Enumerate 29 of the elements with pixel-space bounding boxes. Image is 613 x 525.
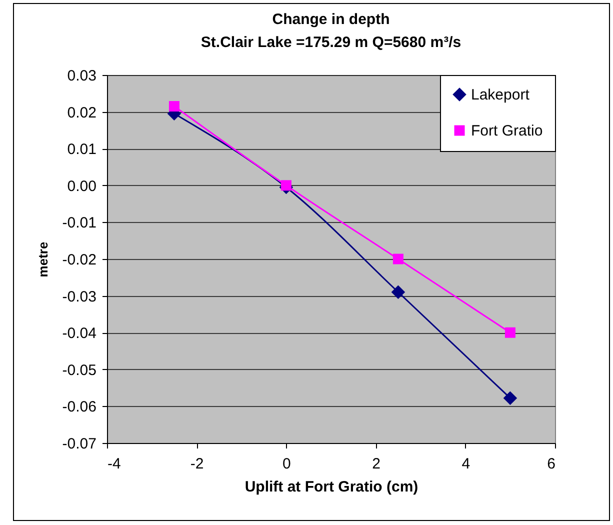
x-tick-label: 2: [372, 456, 380, 472]
x-tick-label: -4: [108, 456, 121, 472]
legend-label: Fort Gratio: [471, 122, 543, 140]
x-tick-label: 4: [462, 456, 470, 472]
y-tick-label: -0.05: [62, 362, 96, 379]
chart-subtitle: St.Clair Lake =175.29 m Q=5680 m³/s: [200, 34, 462, 51]
point: [391, 285, 406, 300]
y-tick-label: -0.02: [62, 252, 96, 268]
x-tick-label: 0: [282, 456, 291, 472]
y-tick-label: 0.02: [67, 104, 96, 122]
y-tick-label: -0.07: [62, 436, 96, 452]
x-axis-title: Uplift at Fort Gratio (cm): [244, 478, 418, 496]
chart-title: Change in depth: [272, 11, 390, 28]
x-tick-label: 6: [547, 456, 556, 472]
point: [503, 391, 518, 405]
point: [504, 327, 516, 338]
y-axis-title: metre: [35, 242, 50, 278]
y-tick-label: 0.00: [67, 178, 96, 195]
legend-label: Lakeport: [471, 86, 530, 104]
y-tick-label: -0.04: [62, 325, 96, 342]
y-tick-label: -0.03: [62, 288, 96, 306]
x-tick-label: -2: [190, 456, 204, 472]
y-tick-label: -0.01: [62, 214, 96, 232]
point: [392, 254, 404, 264]
y-tick-label: -0.06: [62, 398, 96, 416]
point: [168, 101, 180, 112]
y-tick-label: 0.01: [67, 141, 96, 158]
y-tick-label: 0.03: [67, 68, 96, 84]
point: [280, 180, 292, 191]
